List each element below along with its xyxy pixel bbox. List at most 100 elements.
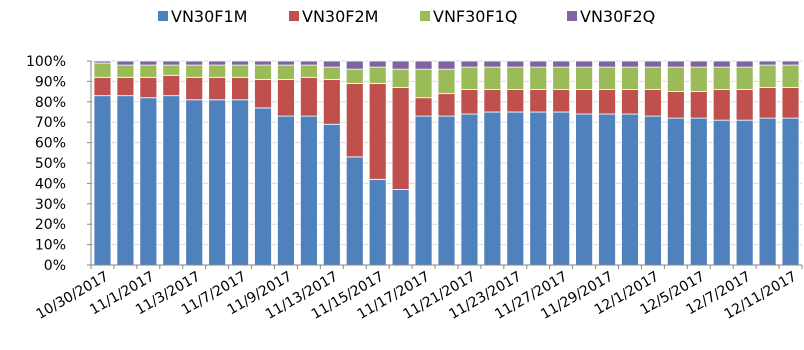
bar-segment-vn30f1m <box>598 113 616 266</box>
legend-swatch <box>567 11 577 21</box>
bar-segment-vnf30f1q <box>414 68 433 99</box>
legend-item-1: VN30F2M <box>289 7 378 26</box>
bar-segment-vn30f1m <box>208 99 227 266</box>
bar-stack <box>254 60 272 266</box>
bar-segment-vnf30f1q <box>277 64 295 80</box>
bar-segment-vn30f1m <box>506 111 525 266</box>
legend-swatch <box>289 11 299 21</box>
bar-segment-vn30f2m <box>93 76 112 97</box>
bar-stack <box>322 60 341 266</box>
bar-segment-vnf30f1q <box>345 68 364 84</box>
bar-stack <box>598 60 616 266</box>
y-axis-tick-labels: 0% 10% 20% 30% 40% 50% 60% 70% 80% 90% 100% <box>26 54 66 274</box>
bar-segment-vnf30f1q <box>139 64 158 78</box>
bar-segment-vnf30f1q <box>689 66 708 93</box>
bar-segment-vnf30f1q <box>483 66 502 90</box>
bar-stack <box>644 60 662 266</box>
bar-segment-vn30f2q <box>185 60 204 66</box>
bar-segment-vnf30f1q <box>300 64 318 78</box>
bar-segment-vn30f2q <box>322 60 341 68</box>
legend-item-2: VNF30F1Q <box>420 7 517 26</box>
bar-segment-vnf30f1q <box>575 66 593 90</box>
bar-segment-vn30f2q <box>483 60 502 68</box>
bar-stack <box>483 60 502 266</box>
bar-segment-vn30f1m <box>254 107 272 266</box>
legend-label: VN30F2M <box>302 7 378 26</box>
bar-segment-vn30f1m <box>116 95 135 266</box>
bar-segment-vn30f2q <box>162 60 181 66</box>
bar-segment-vn30f2q <box>644 60 662 68</box>
bar-stack <box>666 60 685 266</box>
bar-segment-vn30f2m <box>758 87 777 119</box>
bar-segment-vn30f2m <box>437 93 456 117</box>
bar-segment-vn30f1m <box>552 111 571 266</box>
bar-segment-vn30f2q <box>529 60 548 68</box>
bar-stack <box>621 60 639 266</box>
bar-segment-vn30f2m <box>666 91 685 119</box>
bar-segment-vn30f2q <box>414 60 433 70</box>
bar-segment-vn30f2m <box>483 89 502 113</box>
bar-segment-vn30f2q <box>231 60 249 66</box>
bar-segment-vn30f1m <box>277 115 295 266</box>
bar-segment-vn30f2q <box>116 60 135 66</box>
bar-segment-vn30f2m <box>345 83 364 158</box>
bar-segment-vnf30f1q <box>712 66 731 90</box>
bar-segment-vn30f2q <box>575 60 593 68</box>
bar-segment-vn30f2m <box>300 76 318 117</box>
bar-segment-vn30f2m <box>277 78 295 117</box>
bar-segment-vn30f2m <box>162 74 181 97</box>
bar-stack <box>300 60 318 266</box>
bar-segment-vn30f1m <box>529 111 548 266</box>
bar-stack <box>689 60 708 266</box>
bar-segment-vnf30f1q <box>322 66 341 80</box>
bar-segment-vn30f2q <box>781 60 800 66</box>
bar-segment-vn30f2m <box>529 89 548 113</box>
bar-segment-vn30f2q <box>689 60 708 68</box>
bar-segment-vnf30f1q <box>391 68 410 88</box>
y-tick-label: 10% <box>35 238 66 254</box>
bar-segment-vn30f2m <box>322 78 341 125</box>
bar-stack <box>781 60 800 266</box>
bar-stack <box>414 60 433 266</box>
bar-segment-vn30f2q <box>758 60 777 66</box>
bar-segment-vnf30f1q <box>552 66 571 90</box>
bar-segment-vn30f2q <box>345 60 364 70</box>
bar-stack <box>735 60 754 266</box>
bar-segment-vn30f1m <box>414 115 433 266</box>
bar-stack <box>208 60 227 266</box>
chart-legend: VN30F1M VN30F2M VNF30F1Q VN30F2Q <box>158 7 655 26</box>
bar-segment-vn30f1m <box>231 99 249 266</box>
bar-stack <box>116 60 135 266</box>
bar-segment-vn30f1m <box>300 115 318 266</box>
x-axis-tick-labels: 10/30/201711/1/201711/3/201711/7/201711/… <box>34 269 800 323</box>
bar-segment-vn30f2q <box>368 60 387 68</box>
bar-segment-vn30f1m <box>781 117 800 266</box>
bar-segment-vnf30f1q <box>529 66 548 90</box>
bar-stack <box>529 60 548 266</box>
bar-segment-vn30f2m <box>575 89 593 115</box>
bar-segment-vn30f1m <box>185 99 204 266</box>
bar-stack <box>139 60 158 266</box>
bar-segment-vn30f2m <box>644 89 662 117</box>
bar-segment-vnf30f1q <box>460 66 479 90</box>
bar-segment-vn30f1m <box>758 117 777 266</box>
bar-segment-vn30f2m <box>391 87 410 190</box>
bar-segment-vnf30f1q <box>666 66 685 93</box>
bar-stacks <box>93 60 800 266</box>
bar-segment-vn30f1m <box>666 117 685 266</box>
bar-segment-vn30f2q <box>139 60 158 66</box>
y-tick-label: 70% <box>35 115 66 131</box>
bar-segment-vn30f2q <box>735 60 754 68</box>
bar-segment-vn30f1m <box>575 113 593 266</box>
legend-label: VN30F2Q <box>580 7 655 26</box>
bar-segment-vn30f2m <box>254 78 272 109</box>
bar-stack <box>368 60 387 266</box>
bar-segment-vn30f1m <box>483 111 502 266</box>
bar-segment-vnf30f1q <box>437 68 456 95</box>
y-tick-label: 60% <box>35 136 66 152</box>
bar-segment-vn30f2q <box>208 60 227 66</box>
bar-segment-vn30f2m <box>414 97 433 117</box>
y-tick-label: 80% <box>35 95 66 111</box>
y-tick-label: 100% <box>26 54 66 70</box>
bar-segment-vnf30f1q <box>758 64 777 88</box>
